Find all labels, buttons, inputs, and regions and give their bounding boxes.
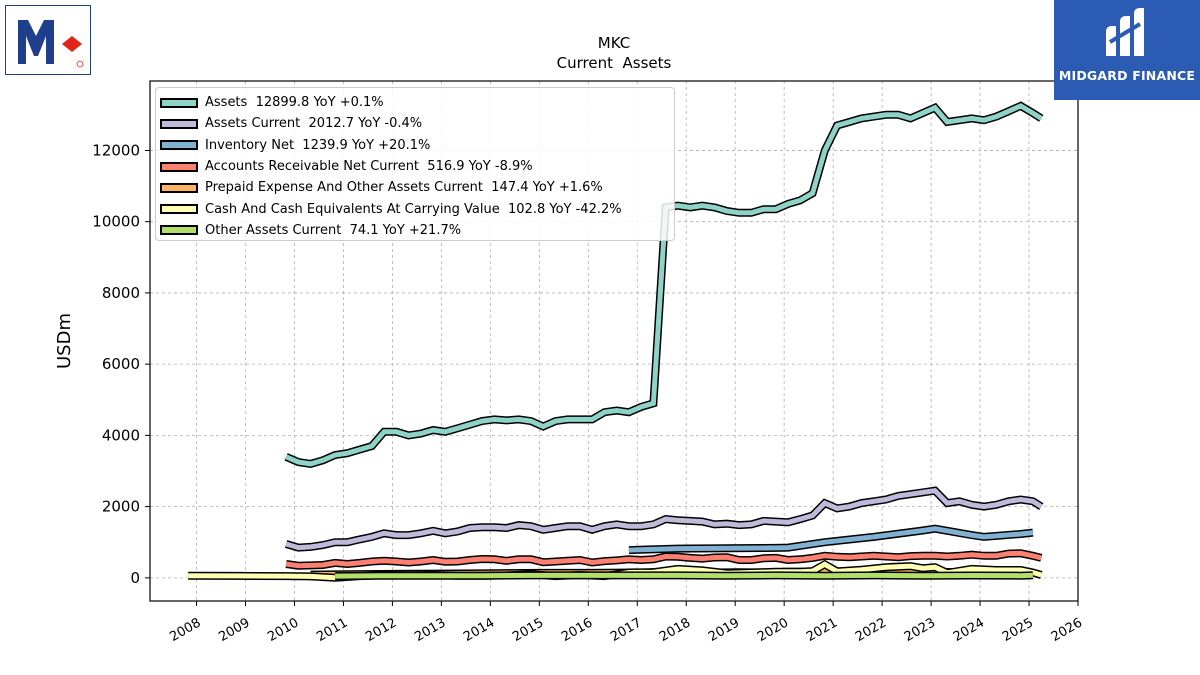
chart-subtitle: Current Assets (557, 54, 672, 72)
y-tick-label: 2000 (102, 498, 140, 516)
x-tick-label: 2016 (559, 615, 595, 645)
x-tick-label: 2014 (461, 615, 497, 645)
y-tick-label: 0 (130, 569, 140, 587)
x-tick-label: 2011 (314, 615, 350, 645)
midgard-brand-name: MIDGARD FINANCE (1058, 68, 1196, 83)
x-tick-label: 2022 (853, 615, 889, 645)
legend-item: Cash And Cash Equivalents At Carrying Va… (156, 198, 674, 219)
mc-logo-mark-icon (18, 20, 84, 68)
x-tick-label: 2019 (706, 615, 742, 645)
series-other-assets-current (335, 571, 1034, 581)
y-tick-label: 12000 (92, 141, 140, 159)
series-line (335, 572, 1034, 579)
legend-swatch (160, 140, 198, 151)
legend-item: Assets Current 2012.7 YoY -0.4% (156, 113, 674, 134)
y-tick-label: 6000 (102, 355, 140, 373)
x-tick-label: 2008 (167, 615, 203, 645)
x-tick-label: 2026 (1049, 615, 1085, 645)
series-line (285, 487, 1043, 551)
x-tick-label: 2012 (363, 615, 399, 645)
y-axis-label: USDm (54, 313, 75, 369)
legend-swatch (160, 182, 198, 193)
legend-label: Other Assets Current 74.1 YoY +21.7% (205, 222, 462, 238)
legend-item: Assets 12899.8 YoY +0.1% (156, 92, 674, 113)
legend-item: Other Assets Current 74.1 YoY +21.7% (156, 220, 674, 241)
x-tick-label: 2021 (804, 615, 840, 645)
x-tick-label: 2023 (902, 615, 938, 645)
legend-label: Cash And Cash Equivalents At Carrying Va… (205, 201, 622, 217)
legend-swatch (160, 97, 198, 108)
x-tick-label: 2024 (951, 615, 987, 645)
legend-label: Assets 12899.8 YoY +0.1% (205, 95, 384, 111)
legend-item: Prepaid Expense And Other Assets Current… (156, 177, 674, 198)
y-tick-label: 8000 (102, 284, 140, 302)
x-tick-label: 2015 (510, 615, 546, 645)
legend-label: Prepaid Expense And Other Assets Current… (205, 180, 603, 196)
legend-swatch (160, 204, 198, 215)
mccormick-logo (5, 5, 91, 75)
chart-title: MKC (598, 34, 630, 52)
x-tick-label: 2010 (265, 615, 301, 645)
legend-label: Assets Current 2012.7 YoY -0.4% (205, 116, 423, 132)
y-tick-label: 10000 (92, 213, 140, 231)
midgard-mark-icon (1106, 8, 1144, 56)
legend: Assets 12899.8 YoY +0.1% Assets Current 2… (155, 87, 675, 241)
legend-label: Accounts Receivable Net Current 516.9 Yo… (205, 159, 533, 175)
x-tick-label: 2018 (657, 615, 693, 645)
x-tick-label: 2009 (216, 615, 252, 645)
y-tick-label: 4000 (102, 426, 140, 444)
legend-item: Accounts Receivable Net Current 516.9 Yo… (156, 156, 674, 177)
legend-swatch (160, 225, 198, 236)
series-inventory-net (628, 524, 1034, 555)
midgard-finance-logo: MIDGARD FINANCE (1054, 0, 1200, 100)
plot-frame (149, 80, 1079, 602)
x-tick-label: 2020 (755, 615, 791, 645)
legend-swatch (160, 118, 198, 129)
series-line (628, 526, 1034, 553)
x-tick-label: 2025 (1000, 615, 1036, 645)
x-tick-label: 2013 (412, 615, 448, 645)
legend-swatch (160, 161, 198, 172)
legend-item: Inventory Net 1239.9 YoY +20.1% (156, 135, 674, 156)
series-line (285, 550, 1042, 569)
series-accounts-receivable-net-current (285, 549, 1043, 570)
series-assets-current (284, 486, 1044, 552)
x-tick-label: 2017 (608, 615, 644, 645)
legend-label: Inventory Net 1239.9 YoY +20.1% (205, 137, 431, 153)
